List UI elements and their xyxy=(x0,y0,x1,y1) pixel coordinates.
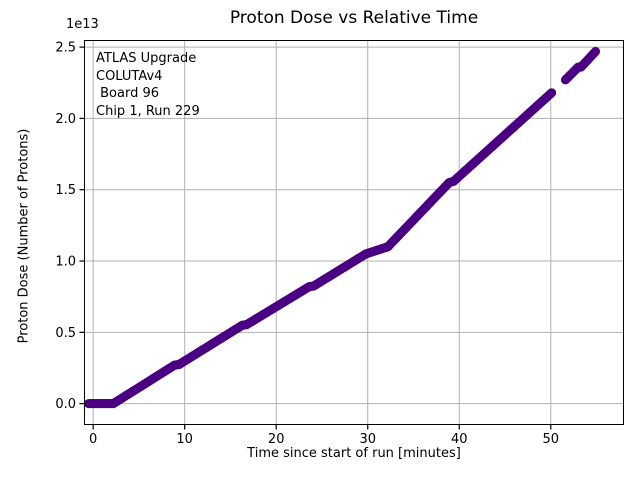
y-axis-label: Proton Dose (Number of Protons) xyxy=(16,128,32,344)
y-axis-offset-text: 1e13 xyxy=(66,17,99,32)
x-axis-label: Time since start of run [minutes] xyxy=(247,446,461,461)
annotation-line: Chip 1, Run 229 xyxy=(96,103,200,119)
y-tick-label: 0.0 xyxy=(55,397,76,412)
x-tick-label: 50 xyxy=(543,432,560,447)
annotation-line: Board 96 xyxy=(96,86,160,101)
y-tick-label: 1.5 xyxy=(55,183,76,198)
chart-title: Proton Dose vs Relative Time xyxy=(229,8,479,28)
x-tick-label: 0 xyxy=(89,432,97,447)
y-tick-label: 0.5 xyxy=(55,326,76,341)
plot-area-border xyxy=(84,40,624,425)
proton-dose-series xyxy=(84,46,601,409)
y-tick-label: 2.5 xyxy=(55,41,76,56)
x-tick-label: 20 xyxy=(268,432,285,447)
y-tick-label: 2.0 xyxy=(55,112,76,127)
annotation-line: ATLAS Upgrade xyxy=(96,51,197,66)
x-tick-label: 30 xyxy=(359,432,376,447)
annotation-text: ATLAS Upgrade COLUTAv4 Board 96 Chip 1, Ru… xyxy=(96,50,200,120)
x-tick-label: 10 xyxy=(176,432,193,447)
y-tick-label: 1.0 xyxy=(55,255,76,270)
annotation-line: COLUTAv4 xyxy=(96,68,163,84)
x-tick-label: 40 xyxy=(451,432,468,447)
